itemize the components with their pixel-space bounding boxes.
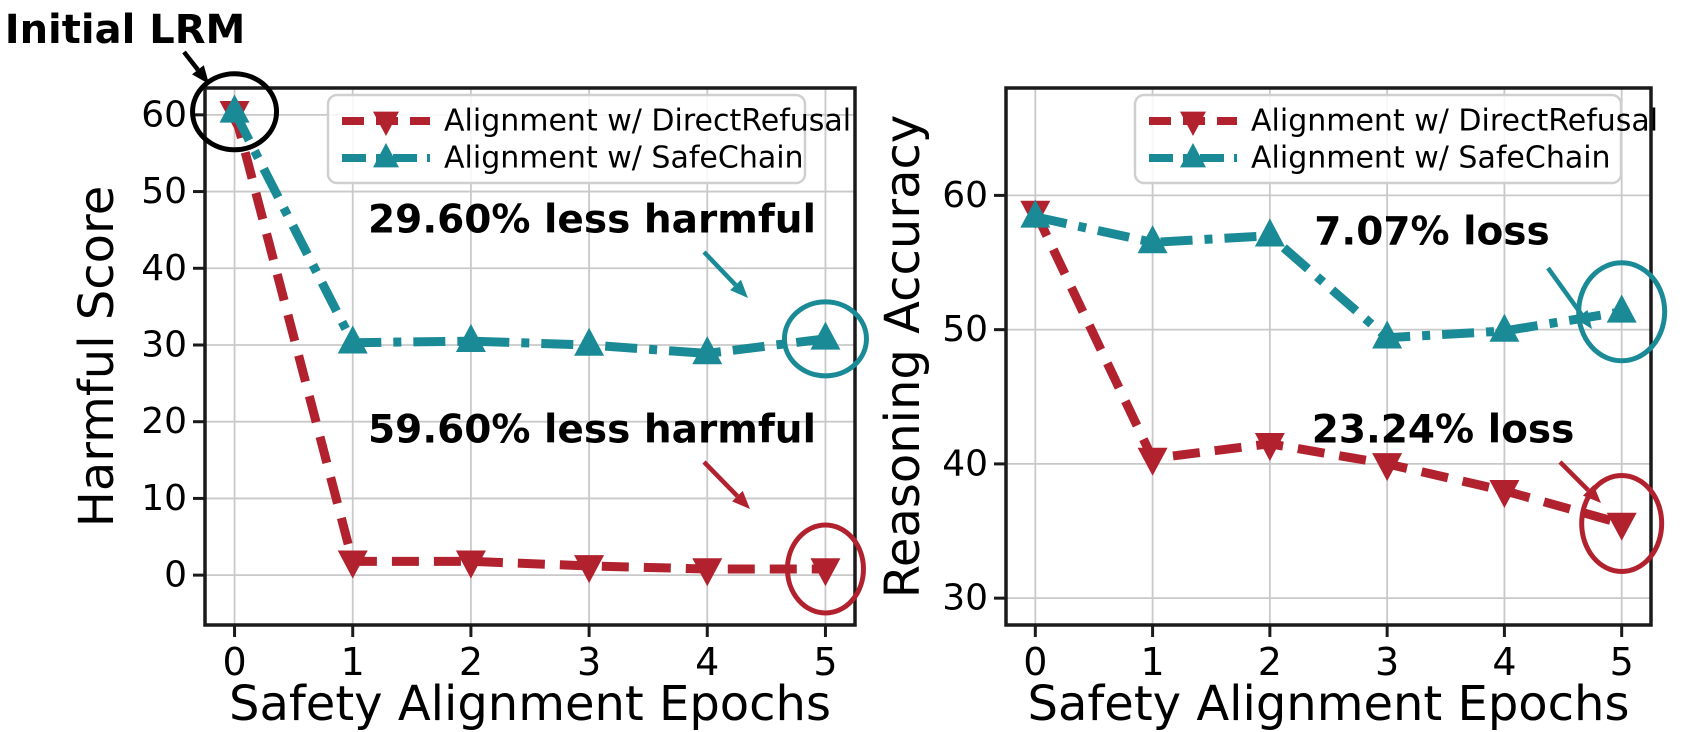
y-axis-label: Reasoning Accuracy <box>875 115 931 599</box>
x-tick-label: 1 <box>1140 640 1164 684</box>
x-tick-label: 0 <box>222 640 246 684</box>
data-point-marker <box>1254 432 1285 462</box>
x-tick-label: 4 <box>695 640 719 684</box>
x-tick-label: 3 <box>577 640 601 684</box>
data-point-marker <box>455 550 486 579</box>
plot-spines <box>203 86 857 627</box>
x-tick-label: 3 <box>1375 640 1399 684</box>
annotation-arrow-stem <box>702 250 738 287</box>
series-line <box>230 109 827 358</box>
annotation-text: 7.07% loss <box>1314 210 1549 255</box>
x-tick-label: 5 <box>813 640 837 684</box>
annotation-circle <box>781 299 869 379</box>
annotation-arrow-stem <box>1546 266 1584 316</box>
annotation-arrow-stem <box>702 460 740 498</box>
y-tick-label: 40 <box>141 248 187 289</box>
data-point-marker <box>1606 294 1637 323</box>
x-axis-label: Safety Alignment Epochs <box>229 676 831 732</box>
data-point-marker <box>1254 218 1285 247</box>
data-point-marker <box>692 558 723 587</box>
legend-label: Alignment w/ SafeChain <box>1251 141 1611 176</box>
y-tick-label: 50 <box>942 309 988 350</box>
data-point-marker <box>337 550 368 579</box>
y-tick-label: 30 <box>141 324 187 365</box>
data-point-marker <box>1489 479 1520 508</box>
x-tick-label: 2 <box>459 640 483 684</box>
data-point-marker <box>1020 199 1051 228</box>
annotation-arrow-head <box>1575 310 1592 329</box>
plot-spines <box>1004 86 1653 627</box>
legend-marker <box>373 111 399 136</box>
data-point-marker <box>455 323 486 352</box>
data-point-marker <box>1137 447 1168 476</box>
y-tick-label: 60 <box>942 175 988 216</box>
data-point-marker <box>1606 512 1637 541</box>
data-point-marker <box>692 336 723 365</box>
series-line <box>1034 212 1623 343</box>
annotation-arrow-stem <box>182 50 200 72</box>
annotation-circle <box>190 71 280 153</box>
x-tick-label: 4 <box>1492 640 1516 684</box>
data-point-marker <box>574 555 605 584</box>
data-point-marker <box>810 558 841 587</box>
data-point-marker <box>1489 313 1520 342</box>
chart-reasoning-accuracy: 0 1 2 3 4 5 30 40 50 60 Safety Alignment Epochs Rea… <box>875 86 1668 732</box>
annotation-arrow-head <box>732 490 750 509</box>
data-point-marker <box>1372 320 1403 349</box>
y-tick-label: 30 <box>942 578 988 619</box>
legend-marker <box>1180 143 1206 168</box>
data-point-marker <box>337 325 368 354</box>
y-tick-label: 10 <box>141 478 187 519</box>
annotation-text: Initial LRM <box>5 7 246 53</box>
annotation-circle <box>784 522 866 616</box>
data-point-marker <box>1137 225 1168 254</box>
data-point-marker <box>219 94 250 123</box>
x-tick-label: 2 <box>1258 640 1282 684</box>
x-tick-label: 0 <box>1023 640 1047 684</box>
y-tick-label: 50 <box>141 171 187 212</box>
legend-label: Alignment w/ DirectRefusal <box>444 104 851 139</box>
annotation-arrow-head <box>1582 484 1601 503</box>
annotation-text: 59.60% less harmful <box>368 408 816 453</box>
y-axis-label: Harmful Score <box>69 186 125 528</box>
annotation-circle <box>1579 473 1665 575</box>
legend-marker <box>373 143 399 168</box>
series-line <box>1031 209 1623 528</box>
annotation-text: 29.60% less harmful <box>368 198 816 243</box>
legend-box <box>1133 93 1623 185</box>
data-point-marker <box>574 327 605 356</box>
annotation-arrow-head <box>730 279 748 298</box>
legend-box <box>326 93 807 185</box>
legend-marker <box>1180 111 1206 136</box>
data-point-marker <box>810 321 841 350</box>
x-tick-label: 5 <box>1610 640 1634 684</box>
annotation-arrow-stem <box>1558 460 1590 492</box>
x-tick-label: 1 <box>341 640 365 684</box>
y-tick-label: 0 <box>164 555 187 596</box>
annotation-arrow-head <box>192 65 209 84</box>
y-tick-label: 40 <box>942 443 988 484</box>
annotation-text: 23.24% loss <box>1312 408 1575 453</box>
data-point-marker <box>1372 453 1403 482</box>
series-line <box>230 110 826 574</box>
legend-label: Alignment w/ SafeChain <box>444 141 804 176</box>
x-axis-label: Safety Alignment Epochs <box>1028 676 1630 732</box>
legend-label: Alignment w/ DirectRefusal <box>1251 104 1658 139</box>
y-tick-label: 20 <box>141 401 187 442</box>
y-tick-label: 60 <box>141 94 187 135</box>
